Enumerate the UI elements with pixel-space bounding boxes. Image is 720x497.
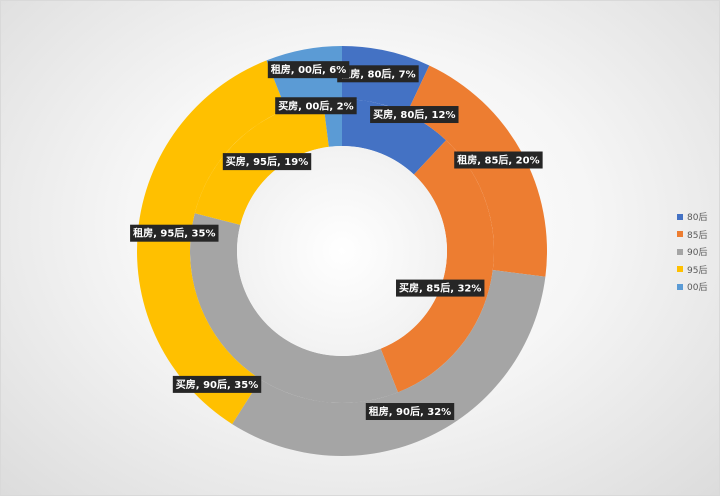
legend-label-85: 85后 (687, 230, 708, 241)
data-label-text: 租房, 95后, 35% (133, 227, 215, 240)
slice-租房-90后[interactable] (232, 270, 546, 456)
doughnut-hole (237, 146, 447, 356)
legend-swatch-95 (677, 266, 683, 273)
slice-买房-85后[interactable] (380, 140, 494, 393)
legend-item-85: 85后 (677, 226, 707, 244)
data-label-text: 租房, 85后, 20% (457, 154, 539, 167)
legend: 80后 85后 90后 95后 00后 (677, 208, 707, 296)
legend-swatch-80 (677, 213, 683, 220)
slice-买房-90后[interactable] (190, 213, 398, 403)
data-label-text: 租房, 00后, 6% (271, 63, 346, 76)
data-label: 租房, 85后, 20% (454, 151, 543, 169)
data-label-box (337, 65, 419, 83)
data-label: 买房, 85后, 32% (396, 279, 485, 297)
data-label: 买房, 80后, 12% (370, 106, 459, 124)
legend-swatch-00 (677, 283, 683, 290)
data-label-text: 买房, 80后, 12% (373, 108, 455, 121)
data-label-box (365, 403, 455, 421)
legend-label-80: 80后 (687, 213, 708, 224)
slice-买房-80后[interactable] (342, 99, 447, 175)
data-label-text: 租房, 80后, 7% (340, 67, 415, 80)
data-label-text: 租房, 90后, 32% (369, 405, 451, 418)
data-label-box (172, 375, 262, 393)
legend-item-80: 80后 (677, 208, 707, 226)
legend-label-00: 00后 (687, 283, 708, 294)
data-label: 买房, 95后, 19% (222, 153, 312, 171)
data-label-box (267, 61, 350, 79)
legend-swatch-85 (677, 231, 683, 238)
data-label-box (222, 153, 312, 171)
data-label-text: 买房, 85后, 32% (399, 282, 481, 295)
legend-item-95: 95后 (677, 261, 707, 279)
data-label-group: 买房, 80后, 12% 买房, 85后, 32% 买房, 90后, 35% 买房, … (130, 61, 543, 421)
data-label-text: 买房, 95后, 19% (226, 155, 308, 168)
data-label-text: 买房, 90后, 35% (176, 378, 258, 391)
data-label: 租房, 95后, 35% (130, 224, 219, 242)
data-label: 买房, 90后, 35% (172, 375, 262, 393)
data-label: 租房, 80后, 7% (337, 65, 419, 83)
data-label-box (370, 106, 459, 124)
data-label-box (130, 224, 219, 242)
data-label-text: 买房, 00后, 2% (278, 99, 353, 112)
slice-租房-95后[interactable] (137, 60, 287, 425)
data-label: 租房, 00后, 6% (267, 61, 350, 79)
data-label-box (396, 279, 485, 297)
legend-label-90: 90后 (687, 248, 708, 259)
legend-item-00: 00后 (677, 278, 707, 296)
data-label-box (454, 151, 543, 169)
legend-item-90: 90后 (677, 243, 707, 261)
data-label: 买房, 00后, 2% (275, 97, 357, 115)
data-label-box (275, 97, 357, 115)
legend-swatch-90 (677, 248, 683, 255)
legend-label-95: 95后 (687, 265, 708, 276)
data-label: 租房, 90后, 32% (365, 403, 455, 421)
